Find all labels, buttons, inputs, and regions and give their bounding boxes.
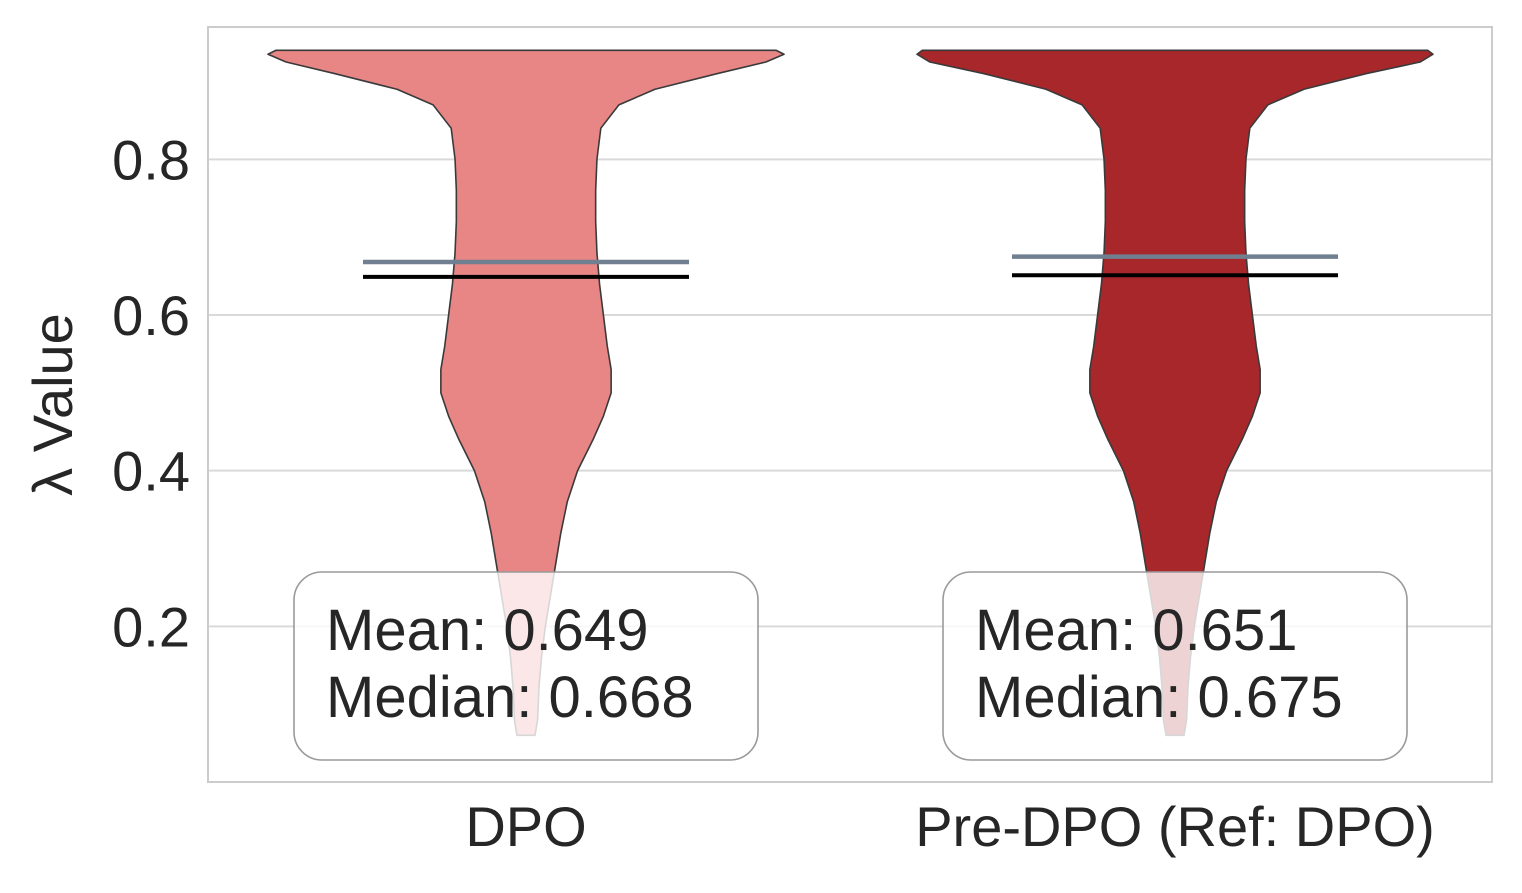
mean-label: Mean: 0.651	[975, 598, 1297, 663]
violin-dpo	[267, 49, 785, 737]
x-category-label: Pre-DPO (Ref: DPO)	[915, 795, 1435, 858]
stats-box	[942, 571, 1408, 761]
y-axis-label: λ Value	[21, 313, 84, 496]
y-tick-label: 0.2	[112, 595, 190, 658]
mean-label: Mean: 0.649	[326, 598, 648, 663]
plot-frame	[207, 26, 1493, 783]
y-tick-label: 0.6	[112, 284, 190, 347]
stats-box	[293, 571, 759, 761]
median-label: Median: 0.675	[975, 665, 1343, 730]
violin-pre-dpo	[916, 49, 1434, 737]
median-label: Median: 0.668	[326, 665, 694, 730]
y-tick-label: 0.4	[112, 440, 190, 503]
y-tick-label: 0.8	[112, 128, 190, 191]
x-category-label: DPO	[465, 795, 586, 858]
